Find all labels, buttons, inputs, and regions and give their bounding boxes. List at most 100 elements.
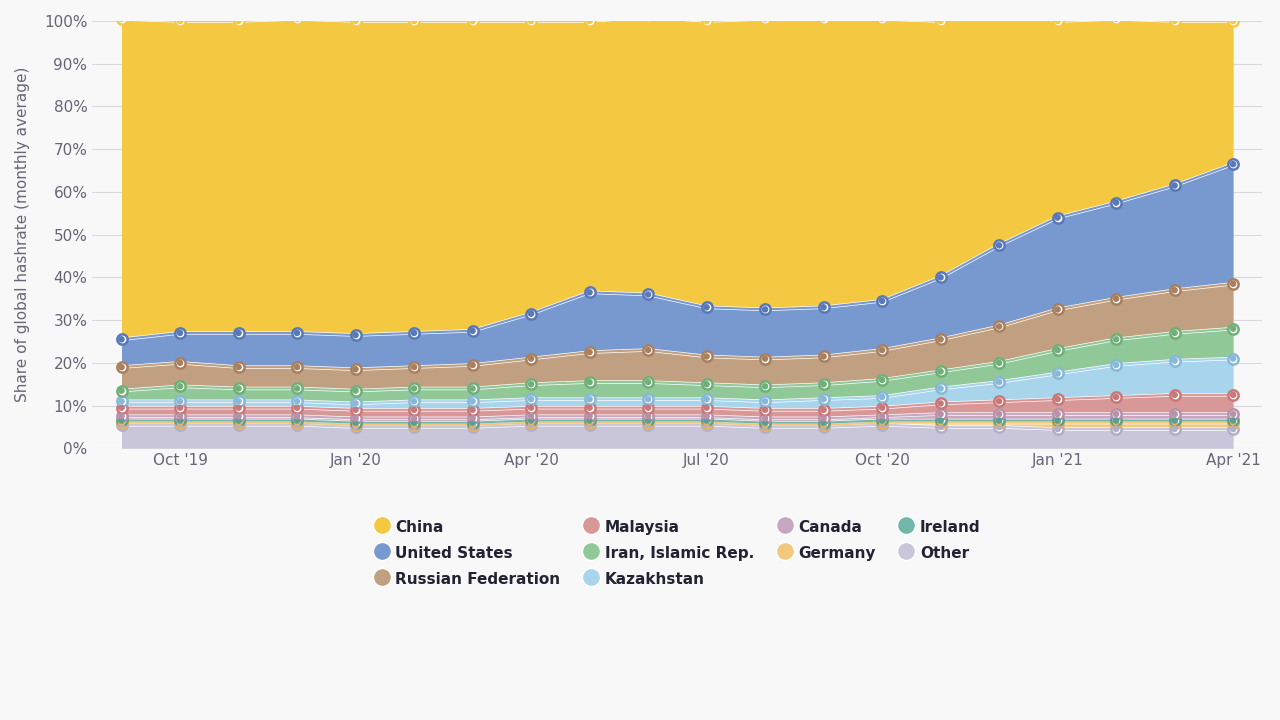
- Point: [696, 351, 717, 362]
- Point: [813, 302, 833, 313]
- Point: [170, 357, 191, 369]
- Point: [872, 419, 892, 431]
- Point: [580, 377, 600, 388]
- Point: [755, 13, 776, 24]
- Point: [1106, 415, 1126, 426]
- Point: [931, 333, 951, 345]
- Point: [1106, 408, 1126, 420]
- Point: [1106, 391, 1126, 402]
- Point: [872, 402, 892, 413]
- Point: [1165, 15, 1185, 27]
- Point: [111, 417, 132, 428]
- Point: [1222, 417, 1243, 428]
- Point: [521, 353, 541, 364]
- Point: [872, 295, 892, 307]
- Point: [931, 366, 951, 377]
- Point: [755, 404, 776, 415]
- Point: [931, 408, 951, 420]
- Point: [637, 402, 658, 413]
- Point: [111, 419, 132, 431]
- Point: [931, 397, 951, 409]
- Point: [521, 353, 541, 364]
- Point: [521, 393, 541, 405]
- Point: [872, 344, 892, 356]
- Point: [1222, 423, 1243, 435]
- Point: [696, 410, 717, 422]
- Point: [580, 402, 600, 413]
- Point: [755, 13, 776, 24]
- Point: [813, 379, 833, 390]
- Point: [989, 377, 1010, 388]
- Point: [637, 344, 658, 356]
- Point: [813, 13, 833, 24]
- Point: [1047, 15, 1068, 27]
- Point: [287, 415, 307, 426]
- Point: [403, 15, 424, 27]
- Point: [287, 402, 307, 413]
- Point: [346, 329, 366, 341]
- Point: [580, 419, 600, 431]
- Point: [228, 395, 248, 407]
- Point: [813, 421, 833, 433]
- Point: [170, 419, 191, 431]
- Point: [346, 419, 366, 431]
- Point: [637, 11, 658, 22]
- Point: [228, 15, 248, 27]
- Point: [1047, 415, 1068, 426]
- Point: [228, 415, 248, 426]
- Point: [755, 421, 776, 433]
- Point: [989, 395, 1010, 407]
- Point: [1222, 389, 1243, 400]
- Point: [228, 383, 248, 395]
- Point: [1165, 389, 1185, 400]
- Point: [931, 415, 951, 426]
- Point: [521, 308, 541, 320]
- Point: [403, 404, 424, 415]
- Point: [813, 351, 833, 362]
- Point: [989, 357, 1010, 369]
- Point: [228, 410, 248, 422]
- Point: [521, 410, 541, 422]
- Point: [872, 374, 892, 386]
- Point: [403, 419, 424, 431]
- Point: [1165, 327, 1185, 338]
- Point: [637, 417, 658, 428]
- Point: [755, 395, 776, 407]
- Point: [228, 327, 248, 338]
- Point: [989, 408, 1010, 420]
- Point: [872, 344, 892, 356]
- Point: [111, 417, 132, 428]
- Point: [872, 417, 892, 428]
- Point: [813, 413, 833, 424]
- Point: [462, 413, 483, 424]
- Point: [696, 302, 717, 313]
- Point: [696, 393, 717, 405]
- Point: [872, 402, 892, 413]
- Point: [521, 402, 541, 413]
- Point: [989, 2, 1010, 14]
- Point: [1047, 304, 1068, 315]
- Point: [580, 15, 600, 27]
- Point: [813, 13, 833, 24]
- Point: [637, 419, 658, 431]
- Point: [111, 402, 132, 413]
- Point: [228, 410, 248, 422]
- Point: [1047, 415, 1068, 426]
- Point: [170, 327, 191, 338]
- Point: [696, 302, 717, 313]
- Point: [755, 417, 776, 428]
- Point: [403, 361, 424, 373]
- Point: [521, 308, 541, 320]
- Point: [755, 381, 776, 392]
- Point: [637, 377, 658, 388]
- Point: [521, 410, 541, 422]
- Point: [813, 379, 833, 390]
- Point: [637, 377, 658, 388]
- Point: [462, 325, 483, 336]
- Point: [462, 417, 483, 428]
- Point: [1222, 408, 1243, 420]
- Point: [1106, 391, 1126, 402]
- Point: [1106, 333, 1126, 345]
- Point: [637, 393, 658, 405]
- Point: [228, 402, 248, 413]
